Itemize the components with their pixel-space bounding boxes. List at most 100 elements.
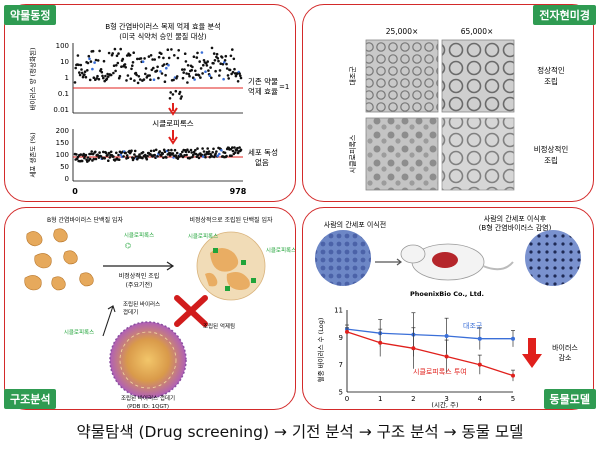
top-plot-dot — [212, 62, 215, 65]
top-plot-dot — [149, 78, 152, 81]
screening-panel: B형 간염바이러스 복제 억제 효율 분석 (미국 식약처 승인 물질 대상) … — [4, 4, 296, 202]
bottom-plot-dot — [233, 146, 236, 149]
top-plot-dot — [165, 66, 168, 70]
em-drug-25k-image — [365, 117, 439, 191]
top-plot-dot — [119, 47, 122, 51]
drug-label-3: 시클로피록스 — [266, 246, 296, 254]
bottom-plot-dot — [133, 149, 137, 153]
top-plot-dot — [126, 74, 130, 77]
chart-series-line-1 — [346, 331, 514, 377]
bottom-plot-dot — [108, 156, 112, 159]
chart-ytick-label: 11 — [334, 307, 343, 315]
chart-xtick-label: 0 — [345, 395, 349, 403]
assembled-2: 껍데기 — [123, 308, 138, 316]
bottom-plot-dot — [189, 156, 192, 159]
top-plot-dot — [144, 72, 147, 76]
top-plot-dot — [205, 64, 209, 67]
top-plot-dot — [88, 78, 92, 82]
bottom-plot-dot — [107, 151, 111, 155]
right-cell-label-2: (B형 간염바이러스 감염) — [479, 223, 552, 232]
em-row1-note-1: 정상적인 — [537, 65, 565, 75]
top-plot-dot — [114, 69, 117, 73]
top-plot-dot — [232, 57, 236, 61]
top-plot-dot — [177, 49, 180, 52]
bottom-plot-dot — [149, 149, 153, 153]
top-plot-dot — [136, 81, 140, 85]
top-plot-dot — [138, 78, 142, 81]
top-plot-dot — [129, 77, 133, 80]
top-plot-dot — [107, 51, 111, 55]
chart-ylabel: 혈중 바이러스 수 (Log) — [316, 318, 325, 383]
em-drug-65k-image — [441, 117, 515, 191]
top-plot-dot — [86, 69, 89, 72]
screening-figure: B형 간염바이러스 복제 억제 효율 분석 (미국 식약처 승인 물질 대상) … — [28, 22, 289, 196]
bottom-plot-dot — [80, 159, 84, 163]
assembled-1: 조립된 바이러스 — [123, 300, 160, 308]
bottom-plot-dot — [141, 151, 145, 154]
chart-point — [511, 336, 515, 341]
top-plot-dot — [194, 69, 197, 73]
x-start-label: 0 — [72, 187, 78, 196]
bottom-plot-dot — [235, 149, 238, 152]
top-plot-dot — [132, 51, 135, 54]
top-plot-dot — [238, 72, 241, 75]
top-plot-dot — [236, 80, 240, 83]
bottom-plot-dot — [90, 150, 93, 153]
bottom-plot-dot — [196, 147, 199, 150]
em-row1-label: 대조군 — [349, 66, 357, 86]
top-plot-dot — [185, 72, 188, 75]
top-plot-dot — [166, 48, 170, 51]
top-plot-dot — [94, 58, 98, 62]
capsid-label-2: (PDB ID: 1QGT) — [127, 404, 169, 410]
top-plot-dot — [120, 65, 123, 68]
abnormal-assembly-2: (주요기전) — [126, 281, 153, 289]
top-plot-dot — [225, 67, 229, 70]
top-plot-dot — [167, 56, 171, 60]
top-plot-dot — [220, 56, 224, 59]
top-plot-dot — [239, 74, 242, 78]
top-plot-dot — [190, 68, 193, 72]
top-plot-dot — [184, 60, 188, 63]
bottom-plot-dot — [146, 154, 149, 158]
bottom-plot-dot — [98, 151, 101, 154]
bottom-plot-dot — [230, 154, 233, 158]
bottom-plot-dot — [204, 153, 208, 156]
top-plot-dot — [105, 77, 109, 80]
bottom-plot-dot — [239, 148, 243, 152]
chart-point — [411, 346, 416, 351]
bottom-plot-dot — [152, 149, 156, 152]
chart-xtick-label: 5 — [511, 395, 515, 403]
bottom-plot-dot — [233, 151, 237, 154]
top-plot-dot — [102, 76, 105, 80]
bottom-plot-dot — [190, 151, 193, 154]
top-plot-dot — [96, 59, 100, 62]
top-plot-dot — [144, 67, 148, 70]
bottom-plot-dot — [238, 146, 241, 149]
screening-tag: 약물동정 — [4, 5, 57, 25]
top-plot-dot — [186, 64, 190, 67]
top-plot-dot — [156, 65, 159, 69]
top-plot-dot — [233, 67, 236, 71]
bottom-plot-dot — [189, 148, 193, 152]
bottom-plot-dot — [201, 147, 204, 150]
bottom-plot-dot — [170, 148, 173, 152]
hit-arrow-1-icon — [168, 103, 178, 116]
chart-point — [444, 333, 449, 338]
top-plot-dot — [91, 49, 95, 53]
top-plot-dot — [76, 54, 80, 57]
chart-point — [378, 340, 383, 345]
bottom-plot-dot — [83, 156, 86, 160]
top-plot-dot — [222, 77, 225, 81]
top-plot-dot — [142, 78, 146, 81]
top-plot-dot — [169, 91, 172, 94]
bottom-plot-dot — [207, 152, 210, 156]
top-plot-dot — [227, 77, 230, 80]
em-control-25k-image — [365, 39, 439, 113]
bottom-plot-dot — [89, 152, 93, 156]
top-plot-dot — [115, 64, 118, 67]
hepatocyte-before-image — [315, 230, 371, 286]
top-plot-dot — [234, 74, 238, 78]
top-plot-dot — [176, 56, 180, 60]
chart-xtick-label: 4 — [478, 395, 483, 403]
top-plot-ytick-0: 100 — [56, 42, 69, 50]
